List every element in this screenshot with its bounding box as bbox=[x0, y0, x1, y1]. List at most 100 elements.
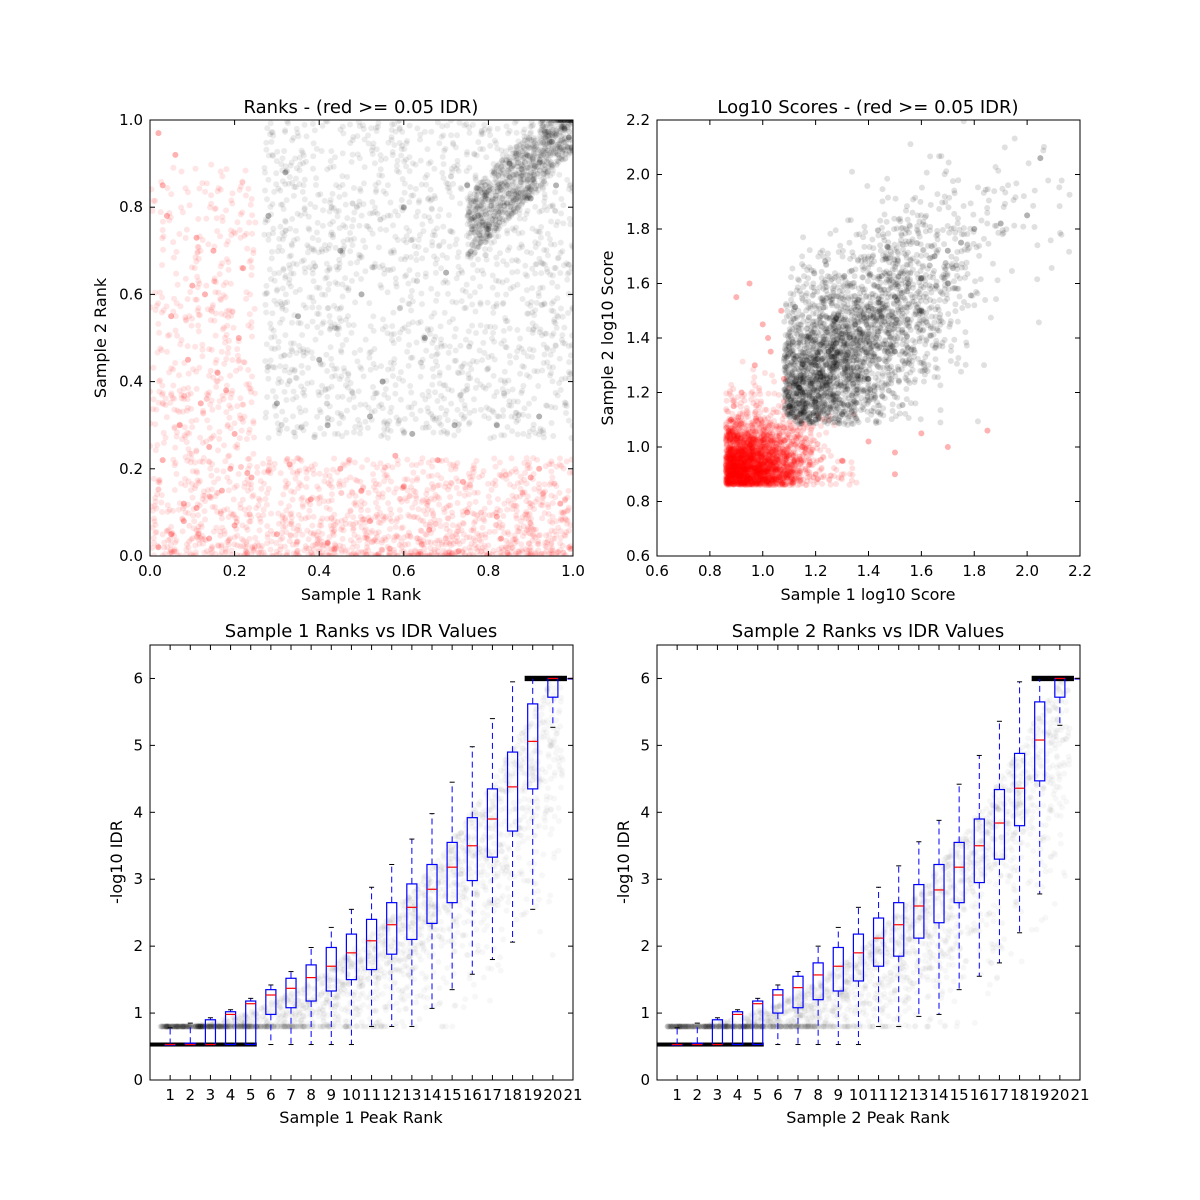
scatter-point-fail bbox=[221, 530, 228, 537]
scatter-point-fail bbox=[330, 528, 337, 535]
scatter-point-fail bbox=[195, 215, 202, 222]
scatter-point-fail bbox=[206, 493, 213, 500]
scatter-point-fail bbox=[535, 538, 542, 545]
scatter-point-fail bbox=[333, 545, 340, 552]
scatter-point-fail bbox=[545, 536, 552, 543]
scatter-point-fail bbox=[425, 473, 432, 480]
scatter-point-pass bbox=[309, 355, 316, 362]
scatter-point-fail bbox=[536, 465, 543, 472]
scatter-point-fail bbox=[257, 545, 264, 552]
scatter-point-fail bbox=[492, 477, 499, 484]
scatter-point-fail bbox=[544, 539, 551, 546]
scatter-point-pass bbox=[566, 215, 573, 222]
scatter-point-pass bbox=[274, 286, 281, 293]
scatter-point-fail bbox=[373, 511, 380, 518]
scatter-point-fail bbox=[193, 468, 200, 475]
scatter-point-fail bbox=[228, 232, 235, 239]
scatter-point-fail bbox=[451, 552, 458, 556]
scatter-point-fail bbox=[476, 536, 483, 543]
scatter-point-fail bbox=[296, 552, 303, 556]
scatter-point-fail bbox=[469, 473, 476, 480]
scatter-point-fail bbox=[285, 480, 292, 487]
scatter-point-fail bbox=[412, 500, 419, 507]
scatter-point-fail bbox=[151, 518, 158, 525]
scatter-point-pass bbox=[446, 343, 453, 350]
scatter-point-fail bbox=[248, 480, 255, 487]
scatter-point-pass bbox=[338, 349, 345, 356]
scatter-point-pass bbox=[472, 384, 479, 391]
scatter-point-pass bbox=[301, 196, 308, 203]
scatter-point-pass bbox=[550, 308, 557, 315]
scatter-point-fail bbox=[160, 439, 167, 446]
scatter-point-fail bbox=[182, 185, 189, 192]
scatter-point-fail bbox=[494, 505, 501, 512]
scatter-point-pass bbox=[509, 269, 516, 276]
scatter-point-fail bbox=[494, 496, 501, 503]
scatter-point-fail bbox=[157, 377, 164, 384]
scatter-point-fail bbox=[547, 541, 554, 548]
scatter-point-pass bbox=[448, 387, 455, 394]
scatter-point-pass bbox=[345, 322, 352, 329]
y-tick-label: 0.0 bbox=[119, 547, 143, 565]
scatter-point-pass bbox=[337, 318, 344, 325]
scatter-point-fail bbox=[466, 534, 473, 541]
scatter-point-fail bbox=[219, 218, 226, 225]
scatter-point-fail bbox=[159, 235, 166, 242]
scatter-point-fail bbox=[181, 359, 188, 366]
scatter-point-pass bbox=[471, 216, 478, 223]
scatter-point-fail bbox=[470, 525, 477, 532]
scatter-point-fail bbox=[155, 378, 162, 385]
scatter-point-fail bbox=[193, 258, 200, 265]
scatter-point-pass bbox=[526, 428, 533, 435]
scatter-point-fail bbox=[446, 549, 453, 556]
scatter-point-fail bbox=[506, 539, 513, 546]
scatter-point-pass bbox=[381, 266, 388, 273]
scatter-point-fail bbox=[404, 497, 411, 504]
scatter-point-fail bbox=[287, 532, 294, 539]
scatter-point-fail bbox=[234, 552, 241, 556]
scatter-point-pass bbox=[427, 159, 434, 166]
scatter-point-fail bbox=[461, 546, 468, 553]
scatter-point-fail bbox=[171, 423, 178, 430]
scatter-point-fail bbox=[238, 464, 245, 471]
scatter-point-pass bbox=[431, 336, 438, 343]
scatter-point-fail bbox=[179, 515, 186, 522]
scatter-point-pass bbox=[343, 336, 350, 343]
scatter-point-fail bbox=[256, 515, 263, 522]
scatter-point-fail bbox=[156, 388, 163, 395]
scatter-point-fail bbox=[448, 551, 455, 556]
scatter-point-fail bbox=[527, 550, 534, 556]
scatter-point-pass bbox=[279, 408, 286, 415]
scatter-point-fail bbox=[397, 495, 404, 502]
scatter-point-fail bbox=[182, 235, 189, 242]
scatter-point-pass bbox=[457, 184, 464, 191]
y-axis-label: Sample 2 Rank bbox=[91, 277, 110, 398]
scatter-point-fail bbox=[401, 552, 408, 556]
scatter-point-fail bbox=[516, 548, 523, 555]
scatter-point-fail bbox=[262, 496, 269, 503]
scatter-point-fail bbox=[180, 385, 187, 392]
scatter-point-fail bbox=[217, 297, 224, 304]
scatter-point-fail bbox=[412, 488, 419, 495]
scatter-point-fail bbox=[177, 303, 184, 310]
scatter-point-fail bbox=[352, 499, 359, 506]
scatter-point-fail bbox=[178, 337, 185, 344]
scatter-point-fail bbox=[347, 537, 354, 544]
scatter-point-fail bbox=[294, 538, 301, 545]
scatter-point-fail bbox=[557, 500, 564, 507]
scatter-point-fail bbox=[214, 228, 221, 235]
scatter-point-fail bbox=[178, 168, 185, 175]
scatter-point-fail bbox=[163, 414, 170, 421]
scatter-point-pass bbox=[413, 256, 420, 263]
scatter-point-fail bbox=[492, 463, 499, 470]
scatter-point-fail bbox=[396, 495, 403, 502]
scatter-point-fail bbox=[363, 551, 370, 556]
scatter-point-fail bbox=[386, 515, 393, 522]
scatter-point-fail bbox=[283, 507, 290, 514]
scatter-point-fail bbox=[178, 204, 185, 211]
scatter-point-fail bbox=[245, 429, 252, 436]
scatter-point-pass bbox=[548, 419, 555, 426]
scatter-point-fail bbox=[331, 546, 338, 553]
scatter-point-fail bbox=[373, 551, 380, 556]
scatter-point-pass bbox=[396, 126, 403, 133]
